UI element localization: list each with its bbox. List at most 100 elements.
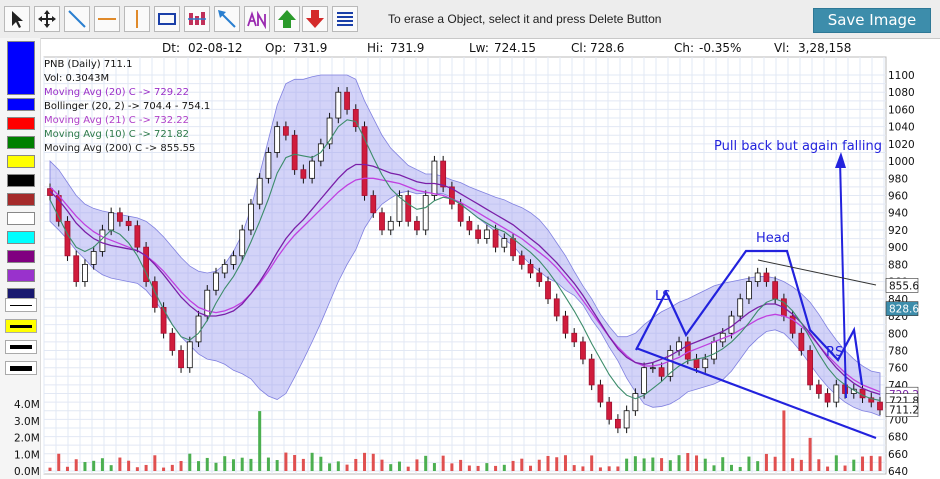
ma200-trendline[interactable] [757, 259, 877, 286]
volume-bar [205, 457, 209, 471]
pointer-icon-glyph [12, 11, 23, 28]
head-annotation: Head [756, 231, 790, 246]
color-swatch[interactable] [7, 174, 35, 187]
color-swatch[interactable] [7, 193, 35, 206]
arrow-line-icon-glyph [218, 10, 236, 28]
left-shoulder-annotation: LS [655, 289, 671, 304]
volume-bar [371, 453, 375, 471]
volume-bar [354, 458, 358, 471]
y-axis-tick-label: 700 [888, 414, 908, 426]
neckline-trendline[interactable] [635, 346, 877, 440]
volume-bar [179, 460, 183, 471]
volume-bar [432, 463, 436, 471]
y-axis-tick-label: 1080 [888, 87, 915, 99]
color-swatch[interactable] [7, 212, 35, 225]
ohlc-info-bar: Dt: 02-08-12 Op: 731.9 Hi: 731.9 Lw: 724… [158, 38, 888, 56]
move-icon[interactable] [34, 6, 60, 32]
color-swatch[interactable] [7, 117, 35, 130]
selected-color-swatch[interactable] [7, 41, 35, 95]
pullback-arrowhead [835, 152, 846, 168]
color-swatch[interactable] [7, 231, 35, 244]
candle-body [414, 220, 420, 231]
volume-bar [266, 457, 270, 471]
menu-icon-glyph [337, 12, 353, 26]
volume-bar [738, 466, 742, 471]
save-image-button[interactable]: Save Image [813, 8, 931, 33]
horizontal-line-icon[interactable] [94, 6, 120, 32]
candle-body [754, 272, 761, 283]
fibonacci-icon[interactable] [184, 6, 210, 32]
y-axis-tick-label: 880 [888, 259, 908, 271]
volume-bar [214, 462, 218, 471]
volume-bar [808, 437, 812, 471]
y-axis-tick-label: 1060 [888, 104, 915, 116]
low-value: 724.15 [494, 41, 536, 55]
candle-body [326, 117, 333, 145]
candle-body [545, 281, 551, 300]
vertical-line-icon[interactable] [124, 6, 150, 32]
volume-bar [625, 458, 629, 471]
candle-body [658, 367, 665, 377]
line-width-medium[interactable] [5, 340, 37, 354]
close-price-badge-box [885, 402, 919, 418]
y-axis-tick-label: 680 [888, 432, 908, 444]
trendline-icon[interactable] [64, 6, 90, 32]
pattern-annotations [635, 152, 877, 440]
rectangle-icon[interactable] [154, 6, 180, 32]
volume-bars [48, 410, 882, 471]
menu-icon[interactable] [332, 6, 358, 32]
volume-bar [441, 455, 445, 471]
ma200-price-badge-box [885, 278, 919, 293]
close-label: Cl: [571, 41, 587, 55]
candle-body [379, 212, 385, 231]
volume-bar [310, 452, 314, 471]
down-arrow-icon[interactable] [302, 6, 328, 32]
volume-bar [502, 464, 506, 471]
volume-bar [563, 455, 567, 471]
volume-bar [144, 464, 148, 471]
color-swatch[interactable] [7, 269, 35, 282]
volume-bar [65, 466, 69, 471]
volume-label: Vl: [774, 41, 790, 55]
candle-body [684, 341, 691, 360]
volume-bar [520, 458, 524, 471]
volume-bar [57, 453, 61, 471]
line-width-thick[interactable] [5, 319, 37, 333]
y-axis-tick-label: 980 [888, 173, 908, 185]
up-arrow-icon[interactable] [274, 6, 300, 32]
color-swatch[interactable] [7, 98, 35, 111]
line-width-thin[interactable] [5, 298, 37, 312]
y-axis-tick-label: 640 [888, 466, 908, 478]
volume-bar [843, 465, 847, 471]
head-shoulders-outline[interactable] [635, 249, 864, 386]
ma200-price-badge: 855.6 [885, 278, 919, 293]
candles [47, 87, 883, 434]
color-swatch[interactable] [7, 250, 35, 263]
volume-bar [476, 465, 480, 471]
y-axis-tick-label: 920 [888, 225, 908, 237]
legend-ma20: Moving Avg (20) C -> 729.22 [44, 87, 190, 98]
candle-body [649, 367, 656, 370]
candle-body [571, 332, 578, 343]
color-swatch[interactable] [7, 136, 35, 149]
volume-bar [529, 465, 533, 471]
candle-body [300, 169, 307, 179]
color-swatch[interactable] [7, 155, 35, 168]
volume-axis-tick-label: 4.0M [14, 399, 40, 411]
legend-volume-text: Vol: 0.3043M [44, 73, 110, 84]
pullback-arrow-line[interactable] [839, 159, 847, 399]
volume-bar [450, 463, 454, 471]
volume-bar [555, 457, 559, 471]
candle-body [344, 91, 350, 110]
legend-bollinger: Bollinger (20, 2) -> 704.4 - 754.1 [44, 101, 211, 112]
volume-bar [258, 411, 262, 471]
candle-body [160, 307, 167, 334]
candle-body [483, 229, 490, 239]
arrow-line-icon[interactable] [214, 6, 240, 32]
candle-body [422, 195, 429, 231]
pointer-icon[interactable] [4, 6, 30, 32]
text-annotation-icon[interactable] [244, 6, 270, 32]
line-width-thickest[interactable] [5, 361, 37, 375]
volume-bar [642, 458, 646, 471]
